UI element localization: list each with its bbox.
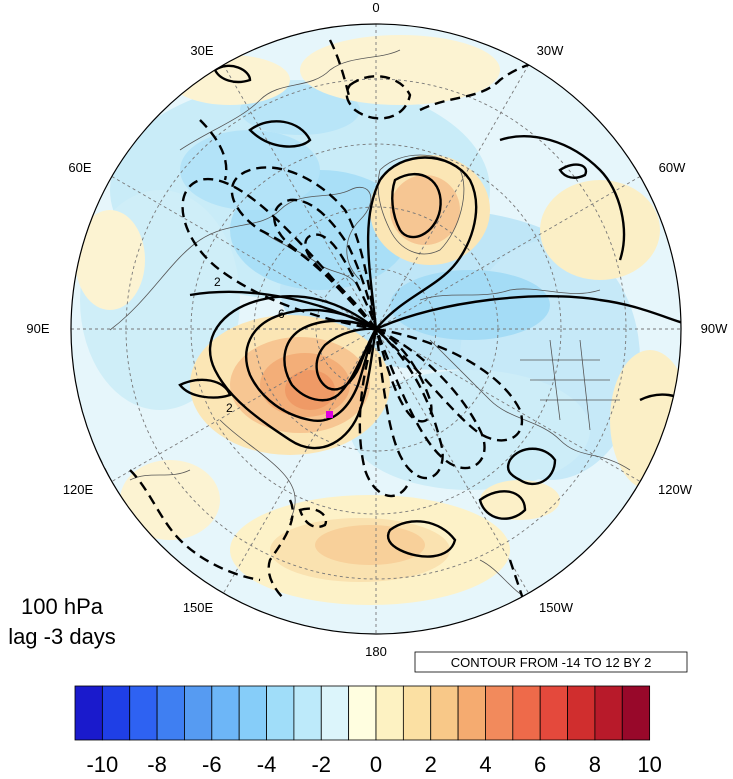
location-marker: [326, 411, 333, 418]
colorbar-swatch: [320, 685, 350, 741]
shade-yellow-southwest: [120, 460, 220, 540]
shade-blue-east-pacific: [350, 370, 590, 490]
coastlines: [109, 49, 631, 601]
lon-label-90e: 90E: [26, 321, 49, 336]
contour-label-3: 2: [226, 401, 233, 415]
colorbar-swatch: [539, 685, 568, 741]
lon-label-150w: 150W: [539, 600, 574, 615]
shade-yellow-spot-1: [480, 480, 560, 520]
polar-map: 2 6 2: [70, 23, 682, 635]
contour-info-frame: [414, 651, 688, 673]
longitude-labels: 0 30W 60W 90W 120W 150W 180 150E 120E 90…: [26, 0, 728, 659]
colorbar-swatch: [348, 685, 377, 741]
shade-blue-mid-2: [390, 270, 550, 340]
colorbar-tick-label: -4: [257, 752, 277, 777]
lon-label-0: 0: [372, 0, 379, 15]
colorbar-swatch: [402, 685, 432, 741]
graticule: [71, 24, 681, 634]
colorbar-swatch: [430, 685, 459, 741]
level-label: 100 hPa: [21, 594, 104, 619]
colorbar-swatch: [211, 685, 240, 741]
colorbar-swatch: [184, 685, 213, 741]
colorbar-tick-label: 2: [425, 752, 437, 777]
contour-label-2: 6: [278, 307, 285, 321]
colorbar-tick-label: -6: [202, 752, 222, 777]
lag-label: lag -3 days: [8, 624, 116, 649]
shade-yellow-north: [300, 35, 500, 105]
lon-label-90w: 90W: [701, 321, 728, 336]
map-disk-border: [70, 23, 682, 635]
colorbar-swatch: [485, 685, 514, 741]
colorbar-swatch: [238, 685, 267, 741]
colorbar-tick-label: -10: [86, 752, 118, 777]
colorbar: -10 -8 -6 -4 -2 0 2 4 6 8 10: [74, 685, 662, 777]
lon-label-180: 180: [365, 644, 387, 659]
shade-yellow-west: [75, 210, 145, 310]
lon-label-60w: 60W: [659, 160, 686, 175]
shade-orange-south-core: [315, 525, 425, 565]
lon-label-30e: 30E: [190, 43, 213, 58]
contour-label-1: 2: [214, 275, 221, 289]
shade-orange-greenland: [390, 175, 460, 245]
shade-yellow-east: [540, 180, 660, 280]
colorbar-tick-label: -2: [311, 752, 331, 777]
colorbar-swatch: [74, 685, 103, 741]
colorbar-tick-label: -8: [147, 752, 167, 777]
lon-label-120w: 120W: [658, 482, 693, 497]
lon-label-60e: 60E: [68, 160, 91, 175]
colorbar-swatch: [512, 685, 541, 741]
colorbar-swatch: [156, 685, 185, 741]
colorbar-tick-label: 0: [370, 752, 382, 777]
contour-info-text: CONTOUR FROM -14 TO 12 BY 2: [451, 655, 652, 670]
shade-orange-siberia-3: [285, 370, 335, 410]
colorbar-swatch: [129, 685, 158, 741]
shading-field: [71, 24, 681, 634]
contour-info-box: CONTOUR FROM -14 TO 12 BY 2: [414, 651, 688, 673]
colorbar-swatch: [594, 685, 623, 741]
colorbar-swatch: [101, 685, 131, 741]
lon-label-120e: 120E: [63, 482, 94, 497]
colorbar-swatch: [293, 685, 322, 741]
colorbar-swatch: [621, 685, 651, 741]
colorbar-swatch: [375, 685, 404, 741]
colorbar-swatch: [567, 685, 596, 741]
colorbar-swatch: [266, 685, 295, 741]
colorbar-tick-label: 10: [637, 752, 661, 777]
lon-label-30w: 30W: [537, 43, 564, 58]
colorbar-swatch: [457, 685, 486, 741]
colorbar-tick-label: 8: [589, 752, 601, 777]
colorbar-tick-label: 4: [479, 752, 491, 777]
lon-label-150e: 150E: [183, 600, 214, 615]
colorbar-tick-label: 6: [534, 752, 546, 777]
